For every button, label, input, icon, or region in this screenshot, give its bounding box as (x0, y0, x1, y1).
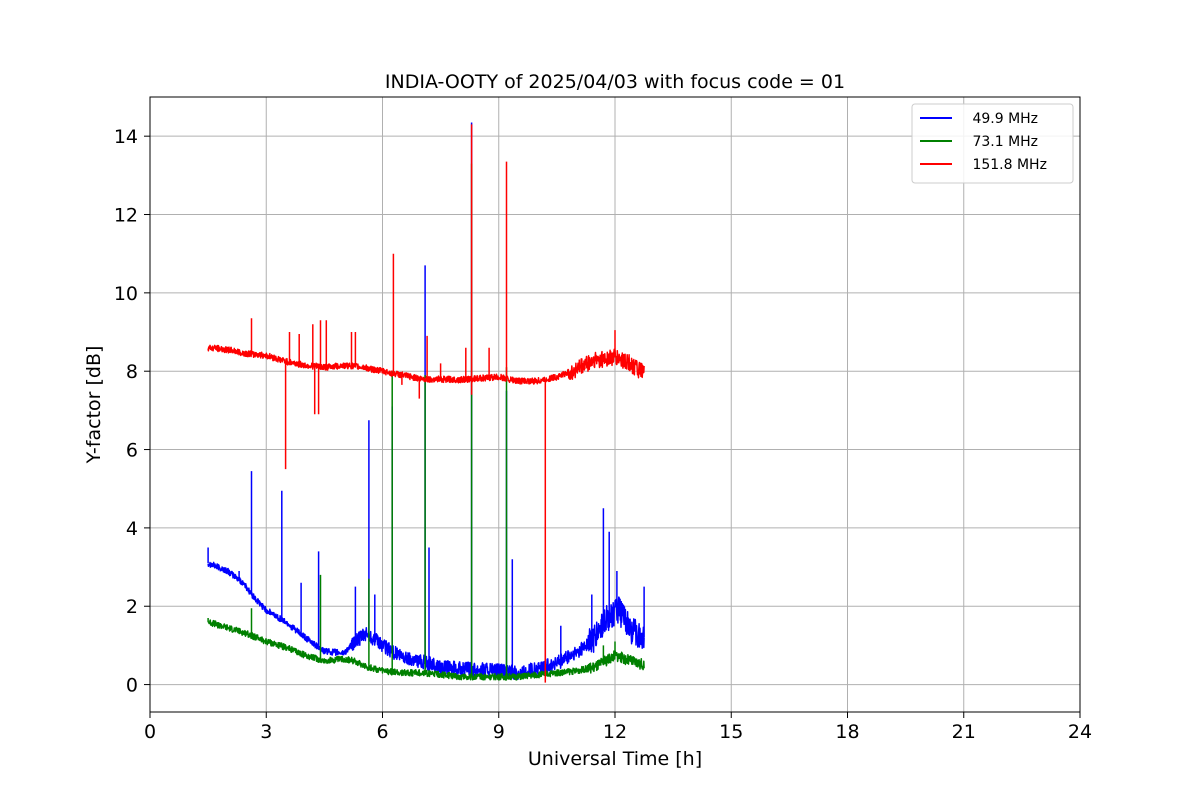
y-tick-label: 10 (114, 283, 138, 305)
series-line (207, 124, 645, 683)
grid (149, 97, 1081, 712)
x-tick-label: 12 (603, 721, 627, 743)
y-tick-label: 0 (126, 675, 138, 697)
x-tick-label: 9 (493, 721, 505, 743)
legend-label: 73.1 MHz (968, 134, 1038, 150)
x-tick-label: 0 (144, 721, 156, 743)
y-tick-label: 4 (126, 518, 138, 540)
x-tick-label: 21 (952, 721, 976, 743)
x-tick-label: 24 (1068, 721, 1092, 743)
y-tick-label: 2 (126, 596, 138, 618)
legend: 49.9 MHz 73.1 MHz 151.8 MHz (911, 103, 1074, 184)
plot-area (207, 122, 645, 683)
series-line (207, 163, 645, 681)
legend-box (911, 103, 1074, 184)
x-axis-label: Universal Time [h] (528, 748, 702, 770)
x-tick-label: 3 (260, 721, 272, 743)
x-tick-label: 18 (835, 721, 859, 743)
series-line (207, 122, 645, 681)
y-tick-label: 8 (126, 361, 138, 383)
legend-label: 151.8 MHz (968, 157, 1047, 173)
y-tick-label: 14 (114, 126, 138, 148)
x-tick-label: 6 (376, 721, 388, 743)
y-tick-label: 12 (114, 205, 138, 227)
y-axis-label: Y-factor [dB] (83, 346, 105, 465)
y-tick-label: 6 (126, 440, 138, 462)
x-tick-label: 15 (719, 721, 743, 743)
chart-title: INDIA-OOTY of 2025/04/03 with focus code… (385, 71, 845, 93)
legend-label: 49.9 MHz (968, 111, 1038, 127)
